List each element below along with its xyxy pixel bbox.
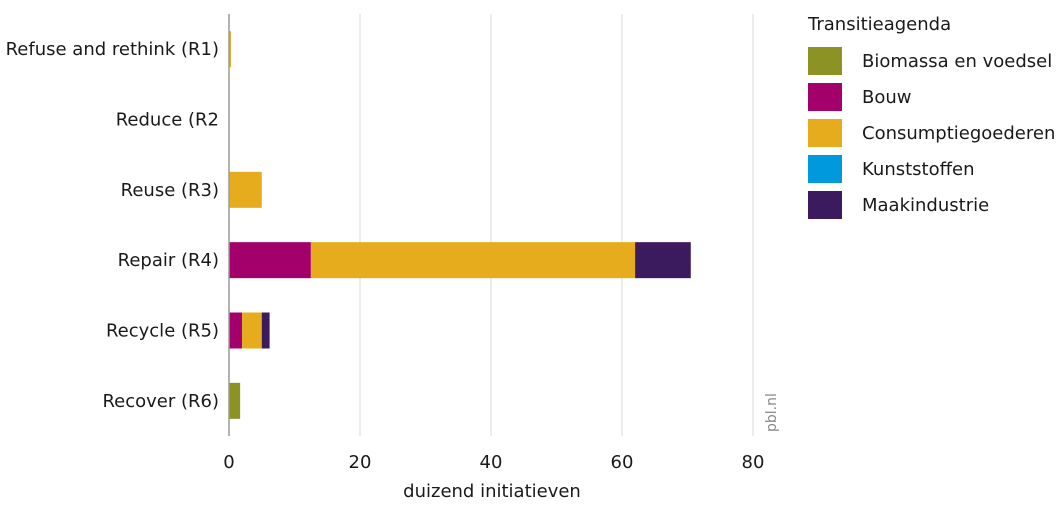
legend-items: Biomassa en voedsel Bouw Consumptiegoedere… bbox=[808, 45, 1055, 221]
legend-label: Consumptiegoederen bbox=[862, 122, 1056, 144]
credit-label: pbl.nl bbox=[764, 393, 780, 432]
legend-item: Maakindustrie bbox=[808, 189, 1055, 221]
legend-title: Transitieagenda bbox=[808, 14, 952, 35]
bar-segment bbox=[229, 312, 243, 349]
bar-segment bbox=[242, 312, 262, 349]
bar-segment bbox=[229, 382, 241, 419]
legend-label: Bouw bbox=[862, 86, 912, 108]
legend-item: Consumptiegoederen bbox=[808, 117, 1055, 149]
legend-swatch bbox=[808, 83, 842, 111]
bar-segment bbox=[229, 242, 311, 279]
x-tick-label: 0 bbox=[223, 452, 234, 473]
legend-label: Biomassa en voedsel bbox=[862, 50, 1053, 72]
legend-swatch bbox=[808, 119, 842, 147]
x-axis-title: duizend initiatieven bbox=[403, 481, 581, 502]
bar-segment bbox=[261, 312, 270, 349]
bar-segment bbox=[635, 242, 691, 279]
category-label: Recover (R6) bbox=[102, 391, 219, 412]
legend: Transitieagenda Biomassa en voedsel Bouw C… bbox=[808, 14, 1055, 225]
legend-swatch bbox=[808, 191, 842, 219]
bar-segment bbox=[310, 242, 636, 279]
category-labels: Refuse and rethink (R1) Reduce (R2 Reuse (… bbox=[6, 39, 219, 412]
category-label: Reuse (R3) bbox=[121, 180, 219, 201]
legend-item: Kunststoffen bbox=[808, 153, 1055, 185]
category-label: Reduce (R2 bbox=[116, 110, 219, 131]
legend-swatch bbox=[808, 47, 842, 75]
x-tick-label: 80 bbox=[742, 452, 765, 473]
bar-segment bbox=[229, 171, 262, 208]
legend-item: Bouw bbox=[808, 81, 1055, 113]
bars bbox=[229, 31, 691, 419]
x-tick-label: 40 bbox=[480, 452, 503, 473]
legend-item: Biomassa en voedsel bbox=[808, 45, 1055, 77]
legend-label: Kunststoffen bbox=[862, 158, 975, 180]
bar-segment bbox=[229, 31, 231, 68]
category-label: Recycle (R5) bbox=[106, 321, 219, 342]
x-tick-labels: 0 20 40 60 80 bbox=[223, 452, 764, 473]
x-tick-label: 20 bbox=[349, 452, 372, 473]
category-label: Repair (R4) bbox=[118, 250, 219, 271]
x-tick-label: 60 bbox=[611, 452, 634, 473]
legend-label: Maakindustrie bbox=[862, 194, 990, 216]
category-label: Refuse and rethink (R1) bbox=[6, 39, 219, 60]
legend-swatch bbox=[808, 155, 842, 183]
grid-lines bbox=[359, 14, 754, 436]
